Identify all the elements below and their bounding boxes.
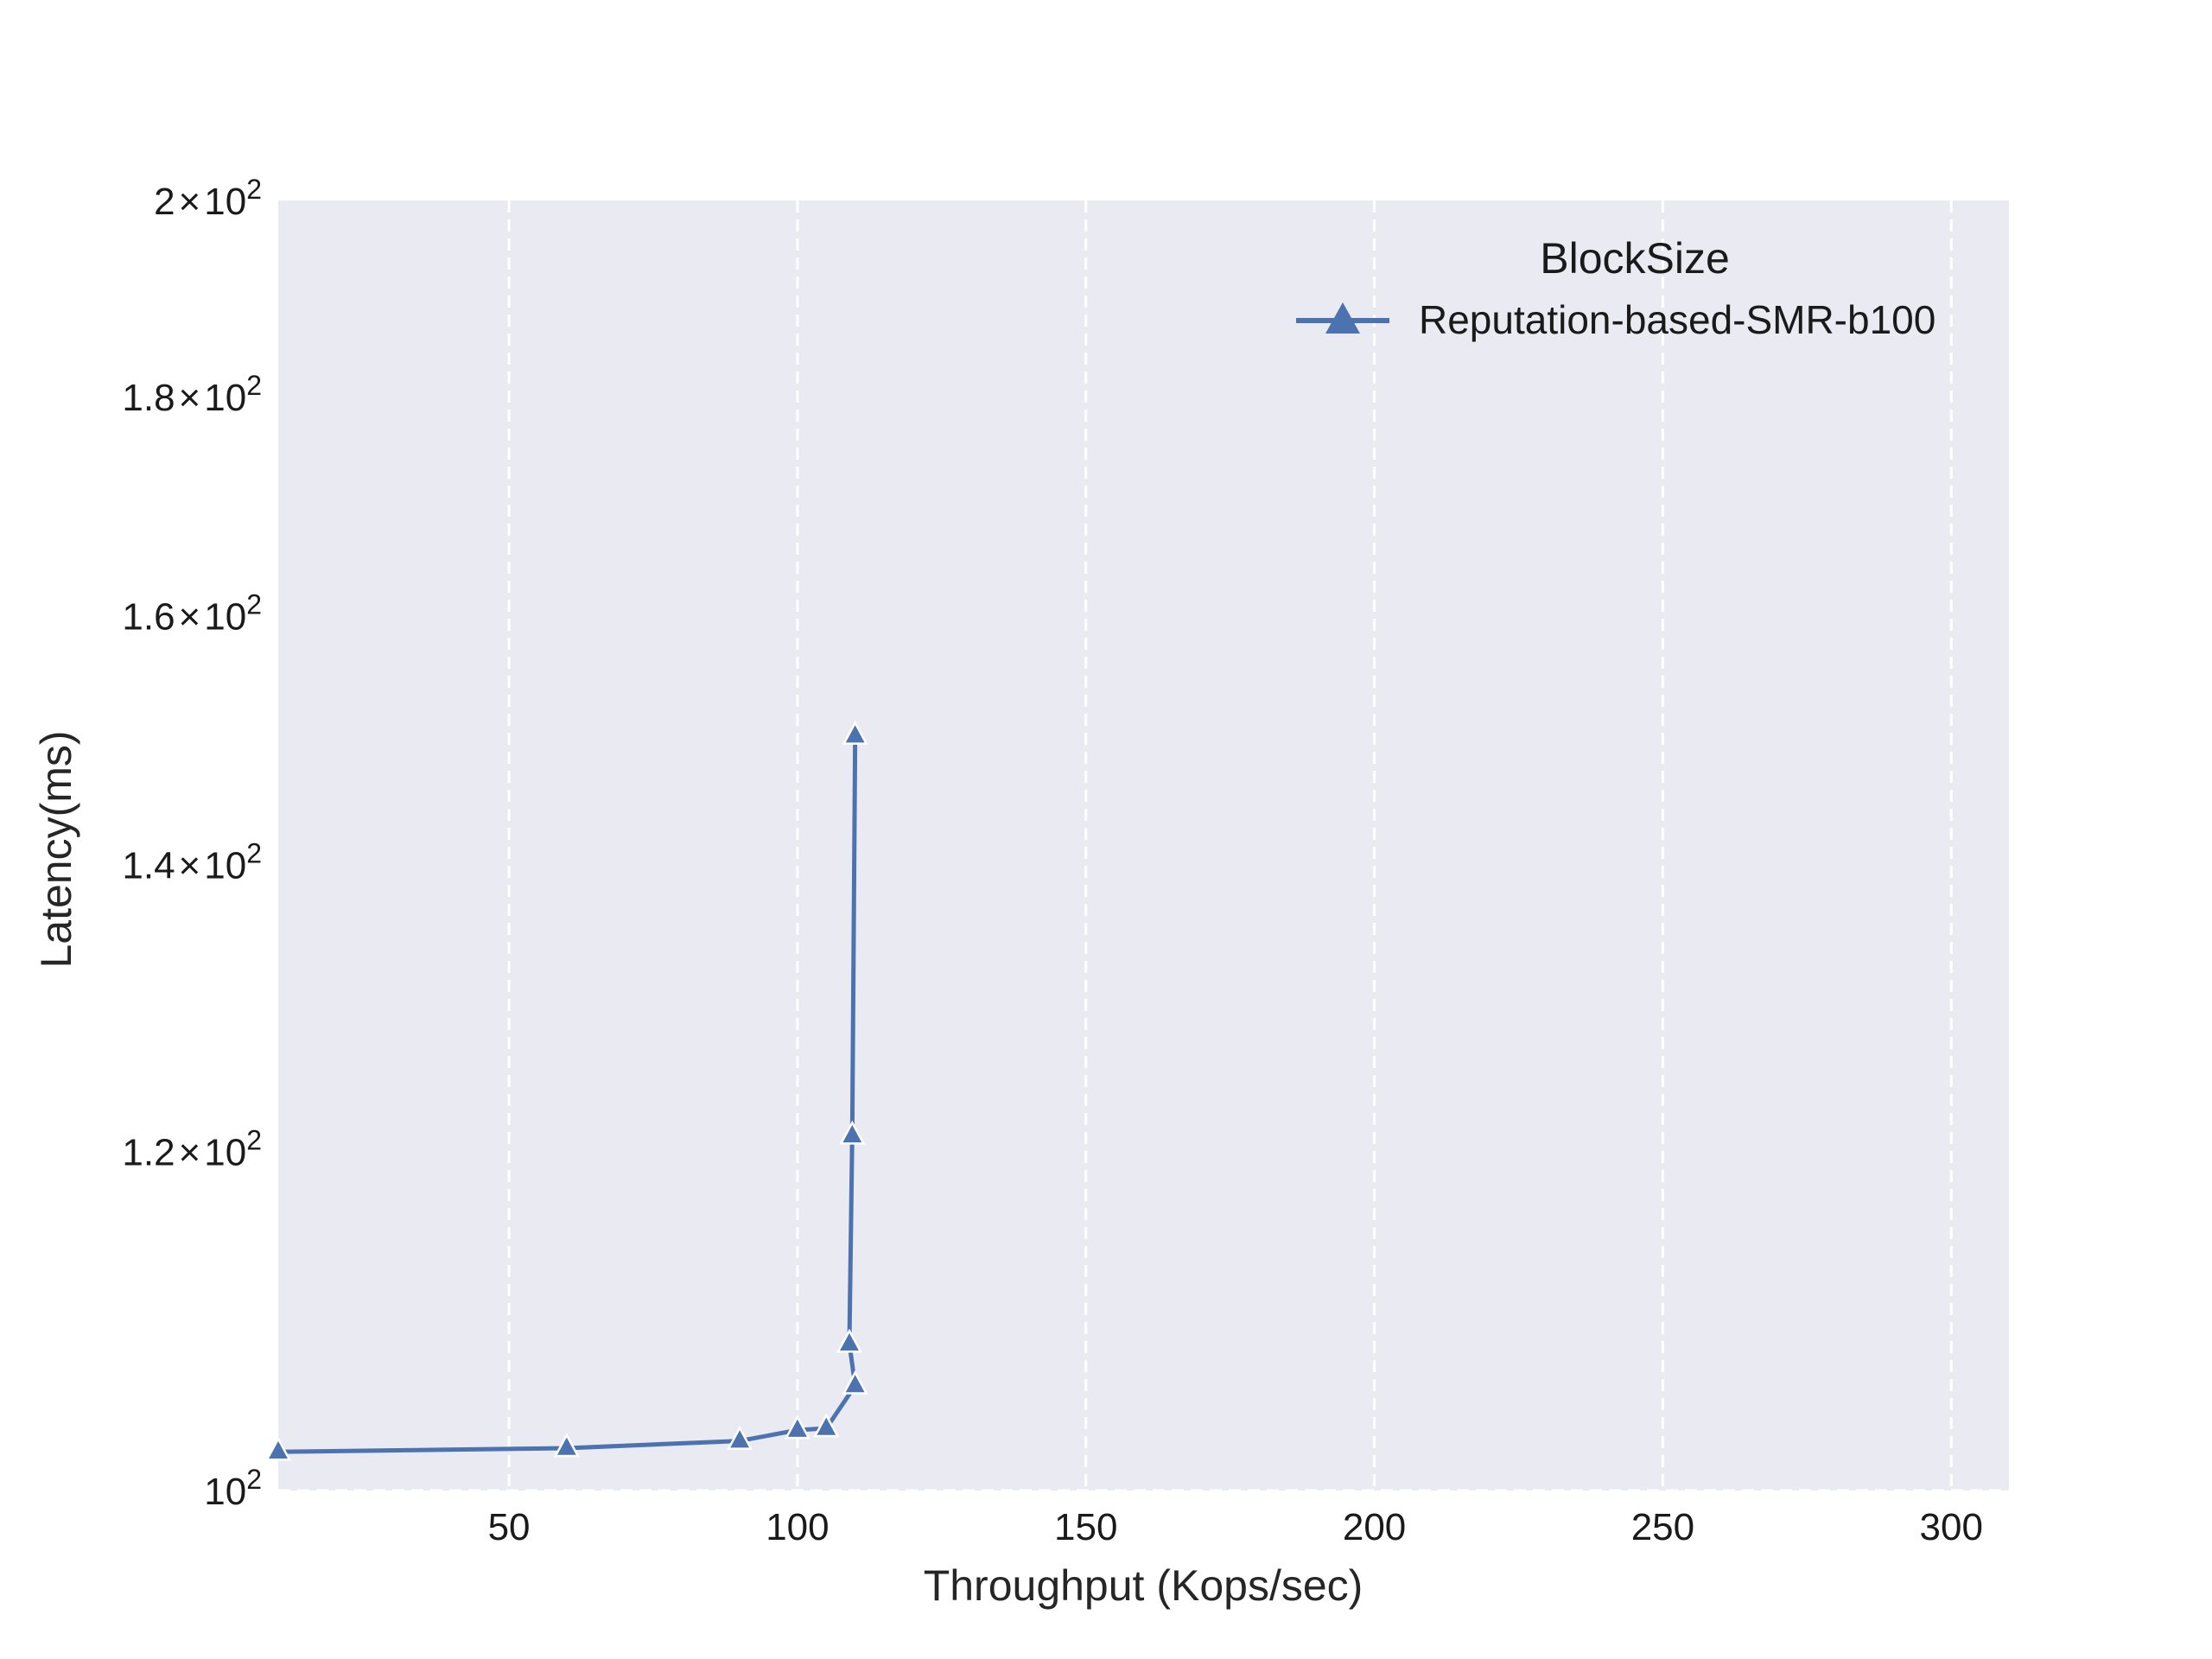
- x-tick-label: 200: [1343, 1506, 1406, 1548]
- data-point-marker: [553, 1433, 580, 1458]
- y-tick-label: 1.4×102: [122, 837, 262, 887]
- y-tick-label: 1.8×102: [122, 370, 262, 419]
- legend: BlockSize Reputation-based-SMR-b100: [1296, 234, 1936, 342]
- x-tick-label: 50: [488, 1506, 531, 1548]
- legend-triangle-marker: [1325, 302, 1360, 334]
- legend-title: BlockSize: [1540, 234, 1730, 283]
- data-point-marker: [784, 1414, 810, 1440]
- data-point-marker: [839, 1120, 866, 1145]
- gridlines: [278, 200, 2009, 1492]
- y-tick-label: 102: [204, 1464, 262, 1513]
- x-tick-label: 250: [1631, 1506, 1694, 1548]
- x-axis-label: Throughput (Kops/sec): [924, 1561, 1363, 1610]
- data-point-marker: [842, 1370, 868, 1395]
- data-point-marker: [264, 1436, 292, 1461]
- x-tick-label: 150: [1054, 1506, 1117, 1548]
- y-tick-label: 1.6×102: [122, 589, 262, 639]
- y-tick-labels: 102 1.2×102 1.4×102 1.6×102 1.8×102 2×102: [122, 174, 262, 1513]
- x-tick-labels: 50 100 150 200 250 300: [488, 1506, 1983, 1548]
- x-tick-label: 300: [1920, 1506, 1983, 1548]
- data-point-marker: [836, 1328, 863, 1353]
- plot-background: [278, 200, 2009, 1491]
- y-tick-label: 1.2×102: [122, 1124, 262, 1173]
- legend-item-label: Reputation-based-SMR-b100: [1419, 297, 1936, 342]
- y-tick-label: 2×102: [154, 174, 262, 223]
- data-point-marker: [813, 1413, 840, 1438]
- data-point-marker: [727, 1425, 753, 1450]
- y-axis-label: Latency(ms): [32, 730, 80, 968]
- x-tick-label: 100: [766, 1506, 829, 1548]
- series: [264, 721, 868, 1461]
- data-point-marker: [842, 721, 868, 745]
